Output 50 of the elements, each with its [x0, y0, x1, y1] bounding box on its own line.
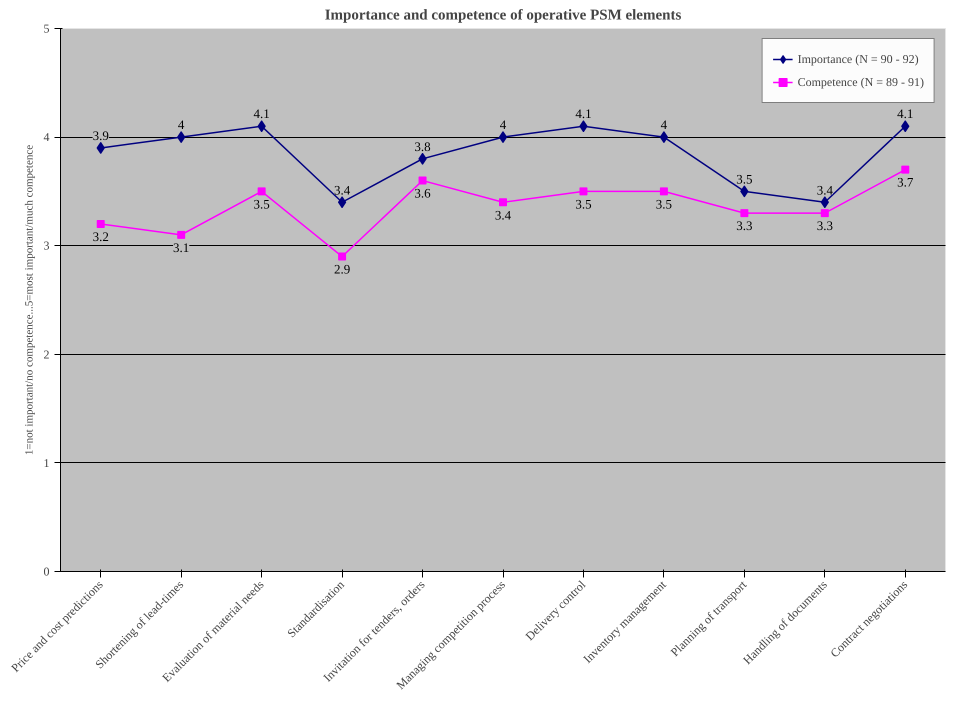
chart-title: Importance and competence of operative PSM elements — [324, 8, 682, 24]
point — [258, 187, 266, 196]
point — [177, 230, 186, 239]
point — [499, 198, 507, 206]
point — [96, 220, 105, 228]
point — [820, 209, 829, 218]
y-tick-label: 4 — [44, 130, 50, 144]
point — [579, 187, 588, 196]
point — [740, 185, 749, 198]
data-label: 3.3 — [736, 218, 752, 234]
point — [740, 209, 748, 218]
point — [418, 152, 427, 165]
data-label: 2.9 — [334, 262, 350, 277]
y-axis-title: 1=not important/no competence...5=most important/much competence — [24, 144, 36, 456]
data-label: 4 — [178, 117, 185, 132]
y-tick-label: 0 — [44, 564, 50, 578]
data-label: 3.3 — [816, 218, 833, 234]
legend-label: Importance (N = 90 - 92) — [798, 52, 919, 66]
point — [901, 166, 910, 174]
y-tick-label: 5 — [44, 22, 50, 36]
y-tick-label: 3 — [44, 238, 50, 253]
point — [579, 120, 588, 132]
data-label: 3.4 — [816, 182, 834, 198]
data-label: 3.4 — [334, 182, 351, 198]
data-label: 3.5 — [575, 196, 592, 212]
data-label: 3.5 — [736, 171, 752, 186]
data-label: 3.2 — [92, 228, 109, 244]
y-tick-label: 1 — [44, 456, 50, 470]
y-tick-label: 2 — [44, 347, 50, 362]
point — [660, 187, 668, 196]
data-label: 4 — [500, 117, 507, 132]
point — [660, 131, 668, 144]
data-label: 3.6 — [414, 186, 432, 201]
point — [257, 120, 266, 132]
data-label: 3.9 — [92, 128, 109, 143]
data-label: 3.1 — [173, 240, 190, 255]
point — [338, 252, 346, 261]
data-label: 3.5 — [656, 196, 672, 212]
data-label: 3.7 — [897, 174, 914, 190]
legend-label: Competence (N = 89 - 91) — [798, 74, 924, 90]
data-label: 4 — [660, 117, 668, 132]
data-label: 3.4 — [494, 207, 512, 222]
data-label: 4.1 — [254, 106, 270, 122]
data-label: 3.5 — [254, 196, 270, 212]
point — [498, 131, 508, 144]
data-label: 4.1 — [897, 106, 914, 122]
point — [338, 196, 346, 208]
data-label: 4.1 — [575, 106, 592, 122]
data-label: 3.8 — [414, 138, 431, 154]
point — [418, 176, 427, 185]
